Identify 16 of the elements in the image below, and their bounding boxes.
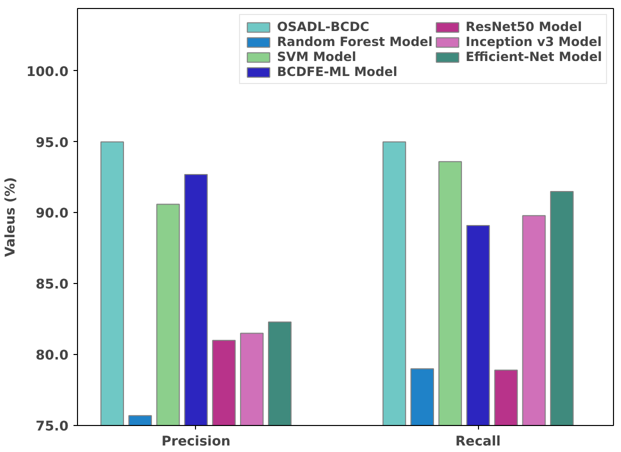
y-tick-label: 95.0	[36, 136, 69, 151]
legend-label: OSADL-BCDC	[277, 19, 370, 34]
legend-label: Random Forest Model	[277, 34, 433, 49]
legend-label: SVM Model	[277, 49, 356, 64]
y-tick-label: 75.0	[36, 420, 69, 434]
y-tick-label: 80.0	[36, 348, 69, 364]
y-axis-title: Valeus (%)	[3, 177, 18, 257]
y-tick-label: 85.0	[36, 278, 69, 293]
legend-label: ResNet50 Model	[466, 19, 582, 34]
legend-label: Efficient-Net Model	[466, 49, 602, 64]
y-tick-label: 90.0	[36, 206, 69, 222]
legend-label: Inception v3 Model	[466, 34, 602, 49]
x-tick-label: Recall	[455, 434, 501, 450]
x-tick-label: Precision	[161, 434, 230, 450]
y-tick-label: 100.0	[26, 64, 69, 80]
legend-label: BCDFE-ML Model	[277, 64, 398, 79]
